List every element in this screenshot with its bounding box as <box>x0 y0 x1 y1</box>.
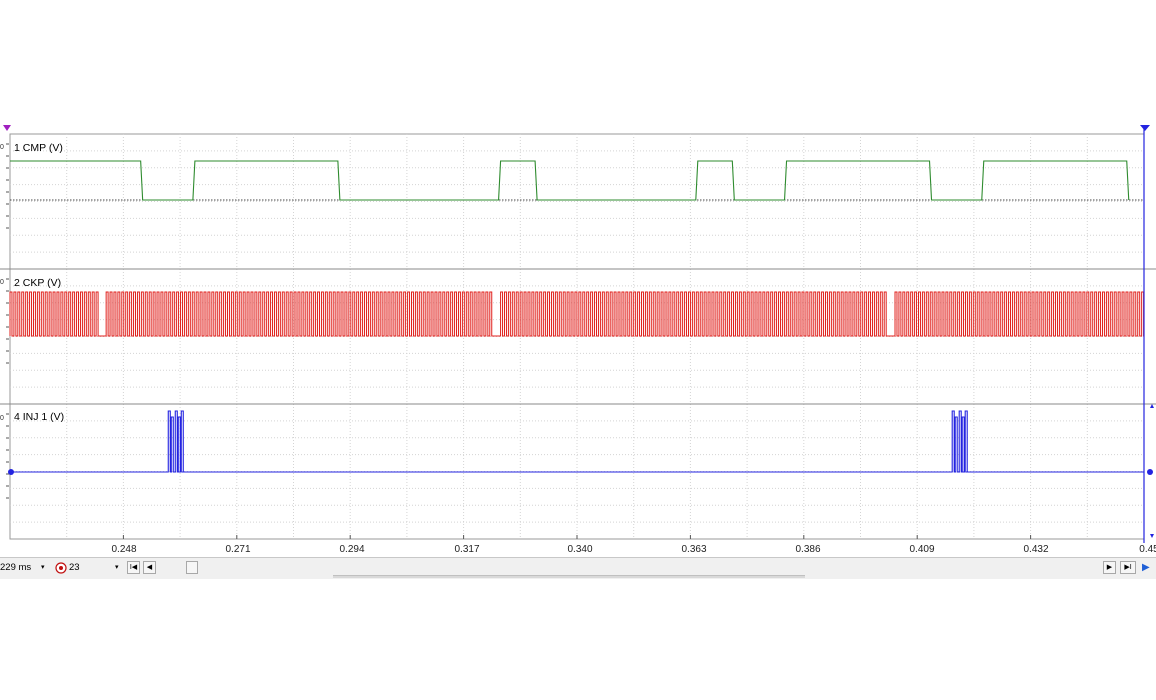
last-buffer-button[interactable]: ▶I <box>1120 561 1136 574</box>
inj-right-marker <box>1147 469 1153 475</box>
bottom-toolbar: 229 ms ▾ 23 ▾ I◀ ◀ ▶ ▶I ▶ <box>0 557 1156 579</box>
prev-buffer-button[interactable]: ◀ <box>143 561 156 574</box>
left-ruler-marker-icon <box>3 125 11 131</box>
first-buffer-button[interactable]: I◀ <box>127 561 140 574</box>
y-tick-label: 0 <box>0 279 4 286</box>
x-tick-label: 0.248 <box>111 544 137 555</box>
right-ruler-marker-icon <box>1140 125 1150 131</box>
x-tick-label: 0.45 <box>1139 544 1156 555</box>
x-tick-label: 0.409 <box>909 544 935 555</box>
timebase-dropdown-arrow-icon[interactable]: ▾ <box>41 564 45 571</box>
x-tick-label: 0.363 <box>681 544 707 555</box>
oscilloscope-view: 1 CMP (V) 2 CKP (V) 4 INJ 1 (V) 0 0 0 0.… <box>0 123 1156 579</box>
channel-label-inj: 4 INJ 1 (V) <box>14 411 65 423</box>
trigger-dropdown-arrow-icon[interactable]: ▾ <box>115 564 119 571</box>
buffer-scroll-box[interactable] <box>186 561 198 574</box>
buffer-scrollbar-thumb[interactable] <box>333 575 805 578</box>
scope-plot <box>0 125 1156 543</box>
inj-zero-marker <box>8 469 14 475</box>
trigger-target-icon[interactable] <box>55 562 67 576</box>
channel-label-ckp: 2 CKP (V) <box>14 277 62 289</box>
scroll-down-icon <box>1150 534 1154 538</box>
play-icon[interactable]: ▶ <box>1142 562 1150 573</box>
scroll-up-icon <box>1150 404 1154 408</box>
x-tick-label: 0.317 <box>454 544 480 555</box>
next-buffer-button[interactable]: ▶ <box>1103 561 1116 574</box>
channel-label-cmp: 1 CMP (V) <box>14 142 63 154</box>
ckp-trace <box>9 291 1145 337</box>
cmp-trace <box>10 160 1130 201</box>
trigger-count-value[interactable]: 23 <box>69 562 80 573</box>
inj-trace <box>10 410 1144 473</box>
x-tick-label: 0.340 <box>567 544 593 555</box>
x-tick-label: 0.294 <box>339 544 365 555</box>
y-tick-label: 0 <box>0 415 4 422</box>
x-tick-label: 0.386 <box>795 544 821 555</box>
timebase-value[interactable]: 229 ms <box>0 562 32 573</box>
x-tick-label: 0.271 <box>225 544 251 555</box>
x-tick-label: 0.432 <box>1023 544 1049 555</box>
y-tick-label: 0 <box>0 144 4 151</box>
